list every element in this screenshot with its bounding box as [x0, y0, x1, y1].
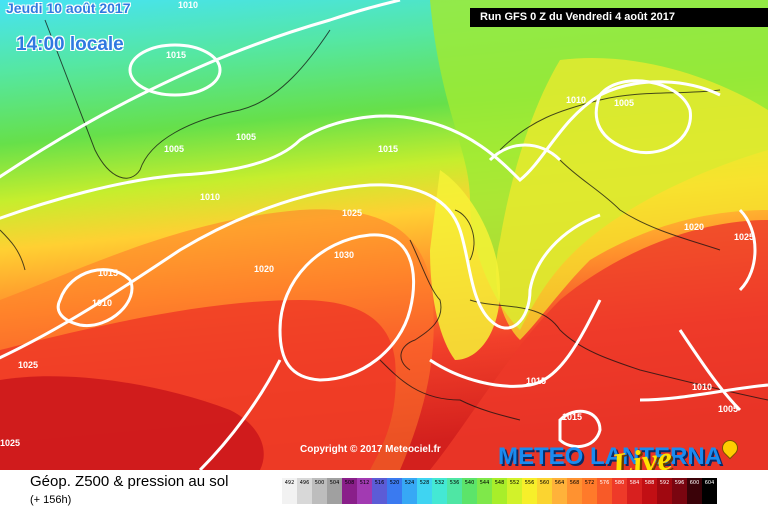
scale-value: 516 [374, 480, 385, 486]
scale-cell: 532 [432, 478, 447, 504]
scale-value: 584 [629, 480, 640, 486]
isobar-label: 1020 [684, 222, 704, 232]
isobar-label: 1020 [254, 264, 274, 274]
scale-cell: 556 [522, 478, 537, 504]
scale-value: 540 [464, 480, 475, 486]
isobar-label: 1005 [614, 98, 634, 108]
scale-cell: 500 [312, 478, 327, 504]
scale-cell: 548 [492, 478, 507, 504]
scale-value: 580 [614, 480, 625, 486]
scale-value: 568 [569, 480, 580, 486]
scale-cell: 544 [477, 478, 492, 504]
isobar-label: 1015 [526, 376, 546, 386]
scale-cell: 600 [687, 478, 702, 504]
scale-value: 520 [389, 480, 400, 486]
scale-cell: 576 [597, 478, 612, 504]
scale-value: 508 [344, 480, 355, 486]
isobar-label: 1025 [18, 360, 38, 370]
isobars [0, 0, 768, 470]
color-scale: 492 496 500 504 508 512 516 520 524 528 532 536 540 5… [282, 478, 717, 504]
scale-cell: 492 [282, 478, 297, 504]
isobar-label: 1010 [92, 298, 112, 308]
isobar-label: 1005 [236, 132, 256, 142]
scale-value: 512 [359, 480, 370, 486]
scale-cell: 572 [582, 478, 597, 504]
isobar-label: 1010 [200, 192, 220, 202]
scale-value: 564 [554, 480, 565, 486]
isobar-label: 1015 [562, 412, 582, 422]
scale-cell: 560 [537, 478, 552, 504]
scale-value: 528 [419, 480, 430, 486]
scale-value: 556 [524, 480, 535, 486]
scale-value: 572 [584, 480, 595, 486]
isobar-label: 1015 [166, 50, 186, 60]
scale-value: 492 [284, 480, 295, 486]
scale-value: 592 [659, 480, 670, 486]
scale-cell: 504 [327, 478, 342, 504]
scale-cell: 516 [372, 478, 387, 504]
scale-value: 544 [479, 480, 490, 486]
scale-value: 500 [314, 480, 325, 486]
scale-cell: 512 [357, 478, 372, 504]
scale-cell: 524 [402, 478, 417, 504]
scale-value: 604 [704, 480, 715, 486]
isobar-label: 1015 [98, 268, 118, 278]
scale-value: 560 [539, 480, 550, 486]
isobar-labels: 1010 1015 1005 1005 1010 1015 1025 1030 … [0, 0, 754, 448]
scale-value: 532 [434, 480, 445, 486]
isobar-label: 1025 [342, 208, 362, 218]
scale-value: 596 [674, 480, 685, 486]
scale-cell: 592 [657, 478, 672, 504]
forecast-time: 14:00 locale [16, 34, 124, 55]
scale-cell: 552 [507, 478, 522, 504]
scale-cell: 540 [462, 478, 477, 504]
model-run-label: Run GFS 0 Z du Vendredi 4 août 2017 [470, 8, 768, 27]
scale-cell: 568 [567, 478, 582, 504]
scale-value: 536 [449, 480, 460, 486]
isobar-label: 1005 [718, 404, 738, 414]
scale-value: 548 [494, 480, 505, 486]
coastlines [0, 19, 768, 421]
scale-cell: 588 [642, 478, 657, 504]
scale-value: 588 [644, 480, 655, 486]
isobar-label: 1025 [0, 438, 20, 448]
scale-cell: 596 [672, 478, 687, 504]
scale-cell: 528 [417, 478, 432, 504]
southwest-darkred [0, 376, 264, 470]
isobar-label: 1030 [334, 250, 354, 260]
scale-cell: 536 [447, 478, 462, 504]
scale-value: 496 [299, 480, 310, 486]
copyright-text: Copyright © 2017 Meteociel.fr [300, 444, 441, 455]
scale-value: 552 [509, 480, 520, 486]
scale-cell: 496 [297, 478, 312, 504]
weather-map: 1010 1015 1005 1005 1010 1015 1025 1030 … [0, 0, 768, 470]
scale-value: 504 [329, 480, 340, 486]
scale-cell: 584 [627, 478, 642, 504]
scale-cell: 564 [552, 478, 567, 504]
scale-value: 576 [599, 480, 610, 486]
scale-value: 600 [689, 480, 700, 486]
isobar-label: 1005 [164, 144, 184, 154]
east-europe-red [430, 220, 768, 470]
scale-cell: 520 [387, 478, 402, 504]
isobar-label: 1010 [692, 382, 712, 392]
forecast-date: Jeudi 10 août 2017 [6, 0, 131, 16]
legend-title: Géop. Z500 & pression au sol [30, 473, 229, 490]
isobar-label: 1010 [566, 95, 586, 105]
isobar-label: 1015 [378, 144, 398, 154]
legend-subtitle: (+ 156h) [30, 494, 72, 506]
isobar-label: 1025 [734, 232, 754, 242]
scale-cell: 508 [342, 478, 357, 504]
scale-value: 524 [404, 480, 415, 486]
brand-logo-text: METEO LANTERNA [498, 443, 722, 470]
scale-cell: 580 [612, 478, 627, 504]
isobar-label: 1010 [178, 0, 198, 10]
scale-cell: 604 [702, 478, 717, 504]
